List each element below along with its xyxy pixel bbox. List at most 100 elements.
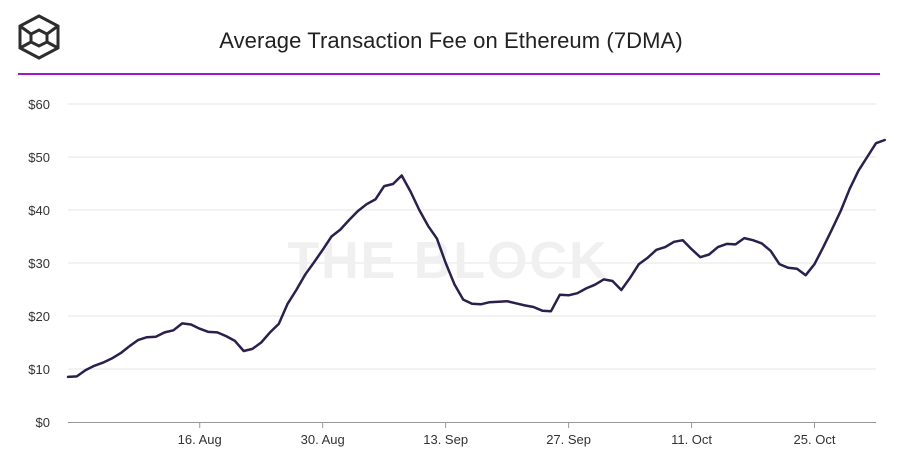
- data-point: [593, 283, 597, 287]
- data-point: [259, 341, 263, 345]
- data-point: [286, 302, 290, 306]
- header-divider: [18, 73, 880, 75]
- data-point: [558, 293, 562, 297]
- data-point: [400, 174, 404, 178]
- data-point: [514, 301, 518, 305]
- data-point: [92, 364, 96, 368]
- data-point: [250, 347, 254, 351]
- data-point: [540, 309, 544, 313]
- data-point: [786, 266, 790, 270]
- data-point: [734, 242, 738, 246]
- data-point: [848, 187, 852, 191]
- data-point: [145, 335, 149, 339]
- data-point: [602, 277, 606, 281]
- data-point: [207, 330, 211, 334]
- data-point: [619, 288, 623, 292]
- data-point: [171, 328, 175, 332]
- data-point: [839, 209, 843, 213]
- data-point: [646, 256, 650, 260]
- the-block-cube-icon: [18, 14, 60, 60]
- data-point: [303, 273, 307, 277]
- data-point: [435, 237, 439, 241]
- data-point: [769, 249, 773, 253]
- data-point: [242, 349, 246, 353]
- data-point: [707, 253, 711, 257]
- data-point: [189, 323, 193, 327]
- x-tick-label: 25. Oct: [794, 432, 836, 447]
- data-point: [136, 338, 140, 342]
- data-point: [830, 227, 834, 231]
- gridlines: [68, 103, 876, 370]
- data-point: [75, 374, 79, 378]
- data-point: [654, 248, 658, 252]
- x-axis-ticks: 16. Aug 30. Aug 13. Sep 27. Sep 11. Oct 25. O…: [178, 422, 836, 447]
- data-point: [391, 182, 395, 186]
- data-point: [523, 303, 527, 307]
- data-point: [452, 282, 456, 286]
- data-point: [224, 334, 228, 338]
- data-point: [637, 262, 641, 266]
- y-tick-label: $50: [28, 150, 50, 165]
- data-point: [479, 302, 483, 306]
- data-point: [690, 247, 694, 251]
- data-point: [532, 305, 536, 309]
- data-point: [760, 241, 764, 245]
- data-point: [101, 361, 105, 365]
- x-tick-label: 27. Sep: [546, 432, 591, 447]
- chart-header: Average Transaction Fee on Ethereum (7DM…: [0, 0, 902, 75]
- data-point: [777, 262, 781, 266]
- data-point: [356, 209, 360, 213]
- series-line-avg-fee: [66, 138, 887, 379]
- data-point: [505, 299, 509, 303]
- x-tick-label: 13. Sep: [423, 432, 468, 447]
- y-tick-label: $60: [28, 97, 50, 112]
- data-point: [365, 202, 369, 206]
- data-point: [584, 286, 588, 290]
- data-point: [883, 138, 887, 142]
- data-point: [409, 190, 413, 194]
- data-point: [198, 327, 202, 331]
- data-point: [751, 238, 755, 242]
- y-tick-label: $20: [28, 309, 50, 324]
- data-point: [672, 240, 676, 244]
- data-point: [874, 141, 878, 145]
- data-point: [716, 245, 720, 249]
- data-point: [611, 279, 615, 283]
- data-point: [294, 288, 298, 292]
- data-point: [180, 321, 184, 325]
- chart-title: Average Transaction Fee on Ethereum (7DM…: [219, 28, 683, 53]
- data-point: [821, 245, 825, 249]
- y-tick-label: $0: [36, 415, 50, 430]
- data-point: [128, 344, 132, 348]
- data-point: [382, 184, 386, 188]
- data-point: [312, 261, 316, 265]
- data-point: [426, 224, 430, 228]
- data-point: [567, 293, 571, 297]
- data-point: [795, 267, 799, 271]
- y-tick-label: $30: [28, 256, 50, 271]
- data-point: [321, 248, 325, 252]
- data-point: [110, 356, 114, 360]
- data-point: [233, 339, 237, 343]
- x-tick-label: 16. Aug: [178, 432, 222, 447]
- data-point: [698, 255, 702, 259]
- y-tick-label: $10: [28, 362, 50, 377]
- x-tick-label: 30. Aug: [301, 432, 345, 447]
- data-point: [330, 235, 334, 239]
- data-point: [725, 242, 729, 246]
- data-point: [154, 335, 158, 339]
- data-point: [215, 330, 219, 334]
- data-point: [549, 309, 553, 313]
- data-point: [470, 302, 474, 306]
- data-point: [813, 262, 817, 266]
- watermark: THE BLOCK: [287, 232, 608, 290]
- data-point: [373, 197, 377, 201]
- data-point: [804, 273, 808, 277]
- data-point: [268, 330, 272, 334]
- data-point: [865, 155, 869, 159]
- data-point: [84, 368, 88, 372]
- data-point: [488, 300, 492, 304]
- y-tick-label: $40: [28, 203, 50, 218]
- x-tick-label: 11. Oct: [671, 432, 712, 447]
